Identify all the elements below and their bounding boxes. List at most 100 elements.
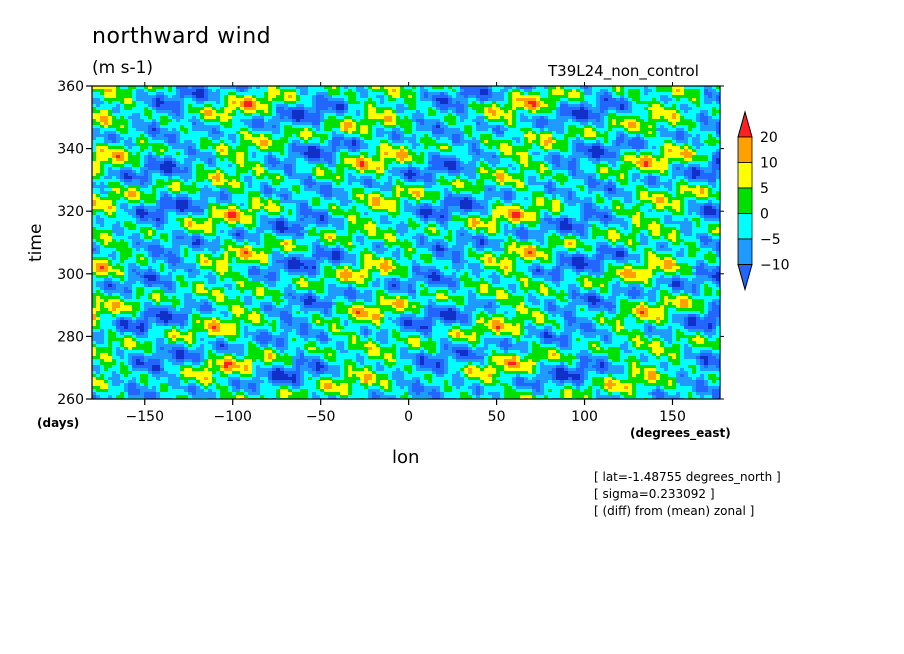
heatmap-cell [256, 146, 260, 149]
heatmap-cell [328, 155, 332, 158]
heatmap-cell [404, 137, 408, 140]
heatmap-cell [332, 131, 336, 134]
heatmap-cell [484, 158, 488, 161]
heatmap-cell [612, 113, 616, 116]
heatmap-cell [128, 86, 132, 89]
heatmap-cell [196, 89, 200, 92]
heatmap-cell [616, 131, 620, 134]
heatmap-cell [304, 137, 308, 140]
heatmap-cell [252, 119, 256, 122]
heatmap-cell [292, 122, 296, 125]
heatmap-cell [320, 107, 324, 110]
heatmap-cell [508, 125, 512, 128]
heatmap-cell [176, 170, 180, 173]
heatmap-cell [680, 98, 684, 101]
heatmap-cell [244, 149, 248, 152]
heatmap-cell [92, 158, 96, 161]
heatmap-cell [428, 119, 432, 122]
heatmap-cell [716, 161, 720, 164]
heatmap-cell [716, 113, 720, 116]
heatmap-cell [248, 155, 252, 158]
heatmap-cell [276, 164, 280, 167]
heatmap-cell [708, 122, 712, 125]
heatmap-cell [112, 95, 116, 98]
heatmap-cell [408, 164, 412, 167]
heatmap-cell [108, 101, 112, 104]
heatmap-cell [644, 149, 648, 152]
heatmap-cell [436, 95, 440, 98]
heatmap-cell [300, 131, 304, 134]
heatmap-cell [652, 143, 656, 146]
heatmap-cell [616, 176, 620, 179]
heatmap-cell [112, 164, 116, 167]
heatmap-cell [120, 143, 124, 146]
heatmap-cell [132, 95, 136, 98]
heatmap-cell [272, 128, 276, 131]
heatmap-cell [132, 158, 136, 161]
heatmap-cell [476, 113, 480, 116]
heatmap-cell [716, 92, 720, 95]
heatmap-cell [232, 161, 236, 164]
heatmap-cell [188, 143, 192, 146]
heatmap-cell [304, 140, 308, 143]
heatmap-cell [448, 131, 452, 134]
heatmap-cell [468, 113, 472, 116]
heatmap-cell [680, 170, 684, 173]
heatmap-cell [492, 167, 496, 170]
heatmap-cell [156, 131, 160, 134]
heatmap-cell [528, 107, 532, 110]
heatmap-cell [236, 140, 240, 143]
heatmap-cell [244, 137, 248, 140]
heatmap-cell [452, 92, 456, 95]
heatmap-cell [316, 140, 320, 143]
heatmap-cell [424, 149, 428, 152]
heatmap-cell [116, 143, 120, 146]
heatmap-cell [412, 104, 416, 107]
heatmap-cell [416, 89, 420, 92]
heatmap-cell [592, 110, 596, 113]
heatmap-cell [600, 146, 604, 149]
heatmap-cell [196, 113, 200, 116]
heatmap-cell [152, 92, 156, 95]
heatmap-cell [288, 116, 292, 119]
heatmap-cell [140, 152, 144, 155]
heatmap-cell [592, 125, 596, 128]
heatmap-cell [480, 167, 484, 170]
heatmap-cell [232, 107, 236, 110]
heatmap-cell [472, 140, 476, 143]
heatmap-cell [560, 95, 564, 98]
heatmap-cell [312, 143, 316, 146]
heatmap-cell [584, 125, 588, 128]
heatmap-cell [288, 128, 292, 131]
heatmap-cell [116, 95, 120, 98]
heatmap-cell [172, 98, 176, 101]
heatmap-cell [196, 92, 200, 95]
heatmap-cell [380, 107, 384, 110]
heatmap-cell [160, 113, 164, 116]
heatmap-cell [240, 140, 244, 143]
heatmap-cell [228, 140, 232, 143]
heatmap-cell [196, 125, 200, 128]
heatmap-cell [368, 101, 372, 104]
heatmap-cell [204, 122, 208, 125]
heatmap-cell [532, 122, 536, 125]
heatmap-cell [116, 158, 120, 161]
heatmap-cell [272, 164, 276, 167]
heatmap-cell [316, 134, 320, 137]
heatmap-cell [244, 125, 248, 128]
heatmap-cell [304, 113, 308, 116]
heatmap-cell [188, 149, 192, 152]
heatmap-cell [348, 140, 352, 143]
heatmap-cell [460, 155, 464, 158]
heatmap-cell [568, 110, 572, 113]
heatmap-cell [104, 152, 108, 155]
heatmap-cell [496, 152, 500, 155]
heatmap-cell [396, 131, 400, 134]
heatmap-cell [296, 131, 300, 134]
heatmap-cell [108, 158, 112, 161]
heatmap-cell [312, 107, 316, 110]
heatmap-cell [672, 122, 676, 125]
heatmap-cell [172, 167, 176, 170]
heatmap-cell [456, 137, 460, 140]
heatmap-cell [712, 119, 716, 122]
